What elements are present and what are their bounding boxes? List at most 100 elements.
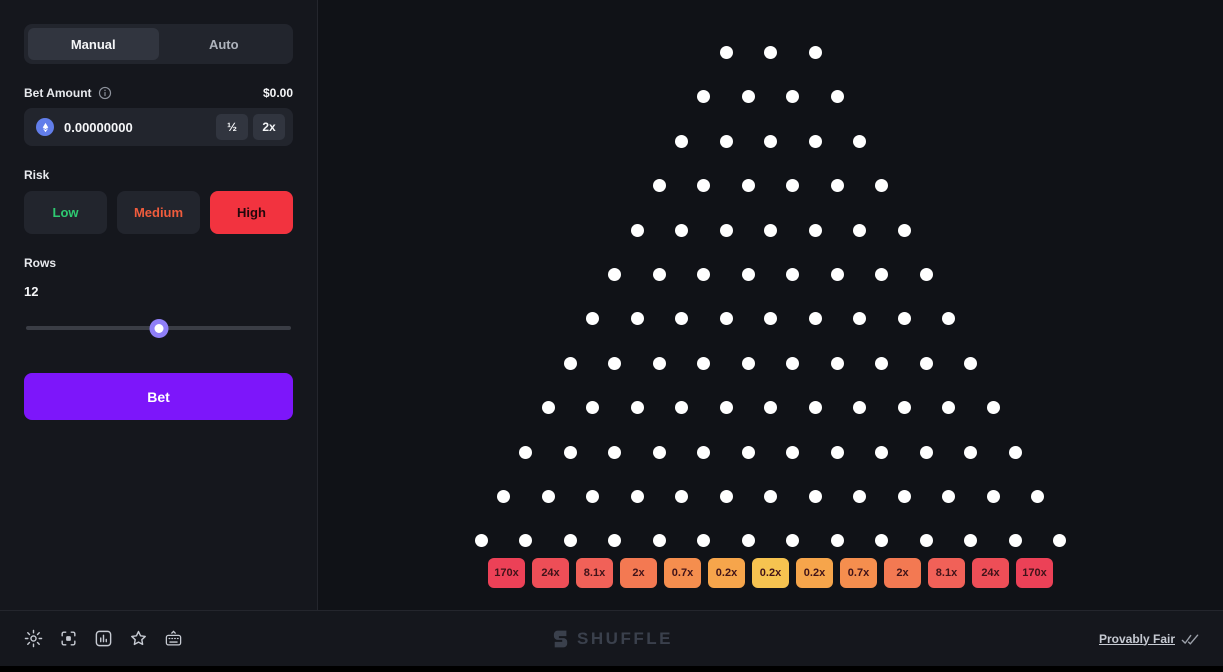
peg — [719, 134, 733, 148]
peg — [630, 312, 644, 326]
favorite-icon[interactable] — [129, 629, 148, 648]
hotkeys-icon[interactable] — [164, 629, 183, 648]
peg — [608, 268, 622, 281]
slider-handle[interactable] — [149, 319, 168, 338]
risk-option-high[interactable]: High — [210, 191, 293, 234]
theatre-mode-icon[interactable] — [59, 629, 78, 648]
peg — [741, 90, 755, 104]
peg — [786, 268, 800, 281]
peg — [541, 490, 555, 503]
peg — [830, 445, 844, 459]
info-icon[interactable] — [98, 86, 112, 100]
peg — [608, 445, 622, 459]
game-footer: SHUFFLE Provably Fair — [0, 610, 1223, 666]
peg — [875, 445, 889, 459]
peg — [830, 356, 844, 370]
peg — [652, 179, 666, 193]
peg — [764, 223, 777, 237]
peg — [652, 445, 666, 459]
plinko-game-area: 170x 24x 8.1x 2x 0.7x 0.2x 0.2x 0.2x 0.7x 2x 8.1x 2… — [318, 0, 1223, 610]
peg — [675, 134, 688, 148]
double-bet-button[interactable]: 2x — [253, 114, 285, 140]
peg — [830, 90, 844, 104]
multiplier-bucket: 2x — [884, 558, 921, 588]
peg — [764, 46, 777, 59]
tab-manual[interactable]: Manual — [28, 28, 159, 60]
peg — [875, 268, 889, 281]
peg — [586, 401, 599, 415]
rows-slider[interactable] — [24, 319, 293, 338]
peg — [919, 534, 933, 548]
risk-options: Low Medium High — [24, 191, 293, 234]
bet-amount-input[interactable] — [64, 119, 211, 135]
peg — [497, 490, 510, 503]
bet-amount-label: Bet Amount — [24, 86, 92, 100]
peg — [875, 534, 889, 548]
peg — [808, 490, 822, 503]
peg — [942, 401, 955, 415]
risk-option-low[interactable]: Low — [24, 191, 107, 234]
peg — [897, 312, 911, 326]
peg — [741, 356, 755, 370]
peg — [853, 312, 866, 326]
peg — [630, 401, 644, 415]
peg — [808, 134, 822, 148]
multiplier-bucket: 0.2x — [752, 558, 789, 588]
peg — [897, 223, 911, 237]
peg — [630, 223, 644, 237]
peg — [719, 401, 733, 415]
peg — [964, 445, 978, 459]
peg — [697, 356, 711, 370]
half-bet-button[interactable]: ½ — [216, 114, 248, 140]
tab-auto[interactable]: Auto — [208, 36, 239, 52]
peg — [942, 490, 955, 503]
peg — [1008, 534, 1022, 548]
peg — [741, 179, 755, 193]
peg — [986, 490, 1000, 503]
peg — [808, 312, 822, 326]
settings-icon[interactable] — [24, 629, 43, 648]
peg — [919, 268, 933, 281]
peg — [563, 534, 577, 548]
peg — [1053, 534, 1067, 548]
peg — [875, 356, 889, 370]
footer-icons — [24, 629, 183, 648]
peg — [541, 401, 555, 415]
peg — [853, 223, 866, 237]
peg — [764, 401, 777, 415]
peg — [1031, 490, 1044, 503]
provably-fair-link[interactable]: Provably Fair — [1099, 632, 1199, 646]
peg — [652, 268, 666, 281]
peg — [586, 490, 599, 503]
peg — [764, 490, 777, 503]
peg — [964, 534, 978, 548]
peg — [719, 223, 733, 237]
peg — [764, 134, 777, 148]
peg — [875, 179, 889, 193]
bet-amount-header: Bet Amount $0.00 — [24, 86, 293, 100]
peg-board: 170x 24x 8.1x 2x 0.7x 0.2x 0.2x 0.2x 0.7x 2x 8.1x 2… — [474, 46, 1067, 602]
bet-button[interactable]: Bet — [24, 373, 293, 420]
mode-tabs: Manual Auto — [24, 24, 293, 64]
multiplier-bucket: 170x — [488, 558, 525, 588]
peg — [630, 490, 644, 503]
multiplier-bucket: 0.2x — [708, 558, 745, 588]
peg — [919, 356, 933, 370]
peg — [830, 179, 844, 193]
multiplier-bucket: 170x — [1016, 558, 1053, 588]
peg — [652, 356, 666, 370]
shuffle-logo-text: SHUFFLE — [577, 628, 673, 648]
peg — [964, 356, 978, 370]
peg — [697, 534, 711, 548]
risk-option-medium[interactable]: Medium — [117, 191, 200, 234]
peg — [519, 445, 533, 459]
peg — [697, 90, 711, 104]
peg — [719, 490, 733, 503]
peg — [897, 490, 911, 503]
bet-amount-input-box: ½ 2x — [24, 108, 293, 146]
peg — [586, 312, 599, 326]
peg — [741, 445, 755, 459]
rows-value: 12 — [24, 284, 39, 299]
stats-icon[interactable] — [94, 629, 113, 648]
